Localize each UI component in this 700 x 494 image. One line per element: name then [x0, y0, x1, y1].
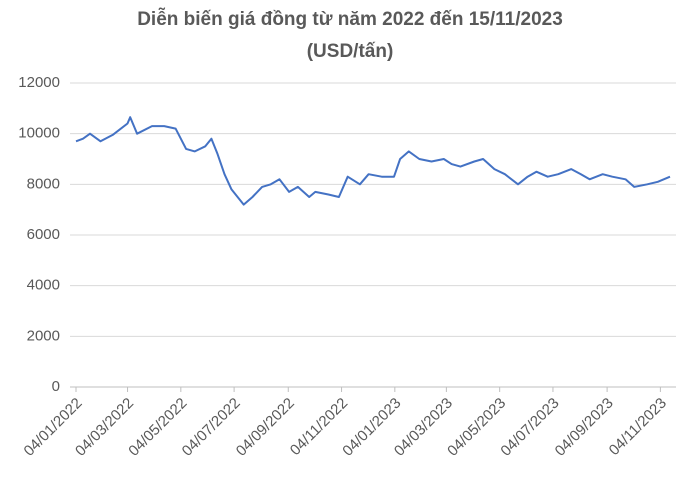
y-tick-label: 10000 [18, 125, 60, 142]
chart-subtitle: (USD/tấn) [307, 41, 394, 62]
x-tick-label: 04/09/2022 [233, 395, 298, 460]
y-tick-label: 0 [52, 378, 60, 395]
chart-title: Diễn biến giá đồng từ năm 2022 đến 15/11… [137, 8, 563, 30]
x-tick-label: 04/11/2023 [606, 395, 670, 459]
y-tick-label: 2000 [27, 327, 60, 344]
x-tick-label: 04/09/2023 [552, 395, 617, 460]
y-tick-label: 4000 [27, 277, 60, 294]
y-tick-label: 6000 [27, 226, 60, 243]
series-line [75, 116, 671, 206]
y-tick-label: 8000 [27, 175, 60, 192]
y-tick-label: 12000 [18, 74, 60, 91]
